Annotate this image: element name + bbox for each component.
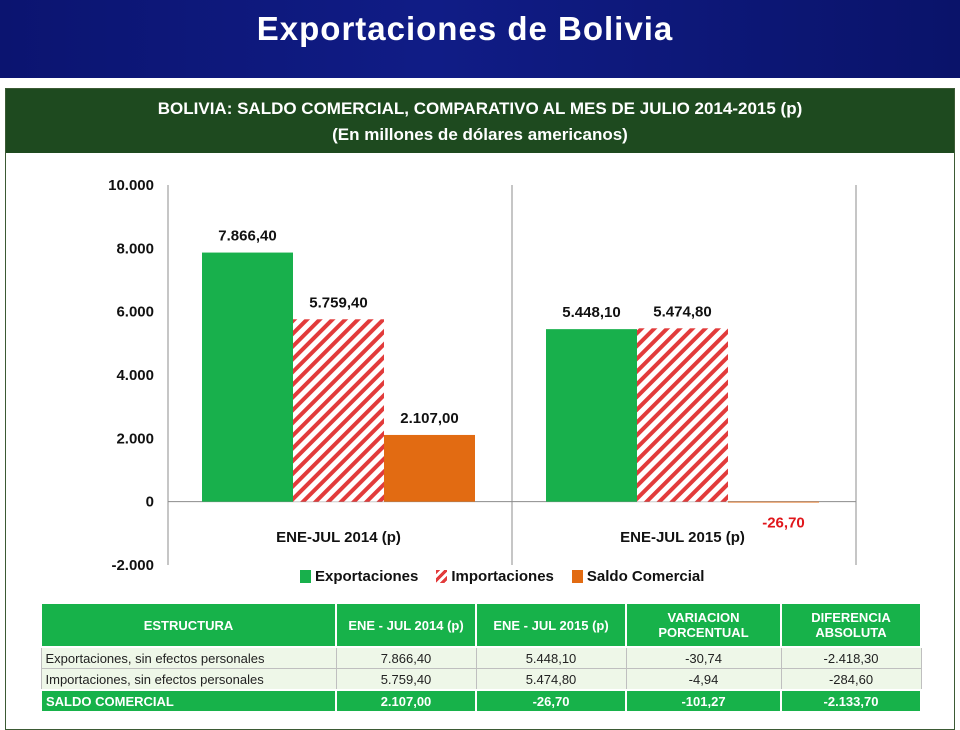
cell-variacion: -30,74 bbox=[625, 646, 782, 669]
data-label: -26,70 bbox=[762, 515, 805, 532]
header-estructura: ESTRUCTURA bbox=[40, 602, 337, 648]
y-tick-label: 4.000 bbox=[116, 367, 154, 384]
chart-subtitle: (En millones de dólares americanos) bbox=[332, 125, 628, 144]
category-label: ENE-JUL 2014 (p) bbox=[276, 529, 401, 546]
cell-variacion: -4,94 bbox=[625, 668, 782, 691]
legend-label-exportaciones: Exportaciones bbox=[315, 567, 419, 585]
slide-header: Exportaciones de Bolivia bbox=[0, 0, 960, 78]
total-label: SALDO COMERCIAL bbox=[40, 689, 337, 713]
legend-item-importaciones: Importaciones bbox=[436, 566, 554, 586]
total-diferencia: -2.133,70 bbox=[780, 689, 922, 713]
legend-label-importaciones: Importaciones bbox=[451, 567, 554, 585]
bar-chart: 10.000 8.000 6.000 4.000 2.000 0 -2.000 7.866,4… bbox=[108, 177, 857, 574]
data-label: 7.866,40 bbox=[218, 228, 276, 245]
table-row: Exportaciones, sin efectos personales 7.… bbox=[40, 646, 922, 669]
y-tick-label: 2.000 bbox=[116, 430, 154, 447]
bar-importaciones bbox=[293, 319, 384, 502]
y-tick-label: -2.000 bbox=[111, 557, 154, 574]
cell-2014: 7.866,40 bbox=[335, 646, 477, 669]
header-diferencia: DIFERENCIA ABSOLUTA bbox=[780, 602, 922, 648]
data-label: 5.448,10 bbox=[562, 304, 620, 321]
y-tick-label: 8.000 bbox=[116, 240, 154, 257]
table-row: Importaciones, sin efectos personales 5.… bbox=[40, 668, 922, 691]
summary-table: ESTRUCTURA ENE - JUL 2014 (p) ENE - JUL … bbox=[40, 602, 922, 713]
cell-2014: 5.759,40 bbox=[335, 668, 477, 691]
data-label: 5.474,80 bbox=[653, 303, 711, 320]
row-label: Exportaciones, sin efectos personales bbox=[40, 646, 337, 669]
header-variacion: VARIACION PORCENTUAL bbox=[625, 602, 782, 648]
legend-item-exportaciones: Exportaciones bbox=[300, 566, 418, 586]
slide-title: Exportaciones de Bolivia bbox=[256, 10, 674, 47]
legend-swatch-importaciones bbox=[436, 569, 448, 583]
total-2014: 2.107,00 bbox=[335, 689, 477, 713]
y-tick-label: 0 bbox=[146, 494, 154, 511]
chart-title: BOLIVIA: SALDO COMERCIAL, COMPARATIVO AL… bbox=[157, 99, 803, 118]
chart-legend: Exportaciones Importaciones Saldo Comerc… bbox=[300, 566, 704, 586]
chart-title-bar: BOLIVIA: SALDO COMERCIAL, COMPARATIVO AL… bbox=[6, 89, 954, 153]
legend-swatch-exportaciones bbox=[300, 569, 311, 583]
total-variacion: -101,27 bbox=[625, 689, 782, 713]
data-label: 5.759,40 bbox=[309, 294, 367, 311]
table-total-row: SALDO COMERCIAL 2.107,00 -26,70 -101,27 … bbox=[40, 689, 922, 713]
category-label: ENE-JUL 2015 (p) bbox=[620, 529, 745, 546]
cell-2015: 5.448,10 bbox=[475, 646, 627, 669]
y-tick-label: 6.000 bbox=[116, 304, 154, 321]
header-2014: ENE - JUL 2014 (p) bbox=[335, 602, 477, 648]
legend-label-saldo: Saldo Comercial bbox=[586, 567, 705, 585]
row-label: Importaciones, sin efectos personales bbox=[40, 668, 337, 691]
header-2015: ENE - JUL 2015 (p) bbox=[475, 602, 627, 648]
bar-importaciones bbox=[637, 328, 728, 502]
data-label: 2.107,00 bbox=[400, 410, 458, 427]
bar-exportaciones bbox=[202, 252, 293, 502]
table-header-row: ESTRUCTURA ENE - JUL 2014 (p) ENE - JUL … bbox=[40, 602, 922, 648]
cell-2015: 5.474,80 bbox=[475, 668, 627, 691]
legend-swatch-saldo bbox=[571, 569, 583, 583]
legend-item-saldo: Saldo Comercial bbox=[571, 566, 705, 586]
cell-diferencia: -2.418,30 bbox=[780, 646, 922, 669]
bar-saldo-comercial bbox=[384, 434, 475, 502]
bar-saldo-comercial bbox=[728, 501, 819, 503]
cell-diferencia: -284,60 bbox=[780, 668, 922, 691]
y-tick-label: 10.000 bbox=[108, 177, 154, 194]
total-2015: -26,70 bbox=[475, 689, 627, 713]
bar-exportaciones bbox=[546, 329, 637, 502]
